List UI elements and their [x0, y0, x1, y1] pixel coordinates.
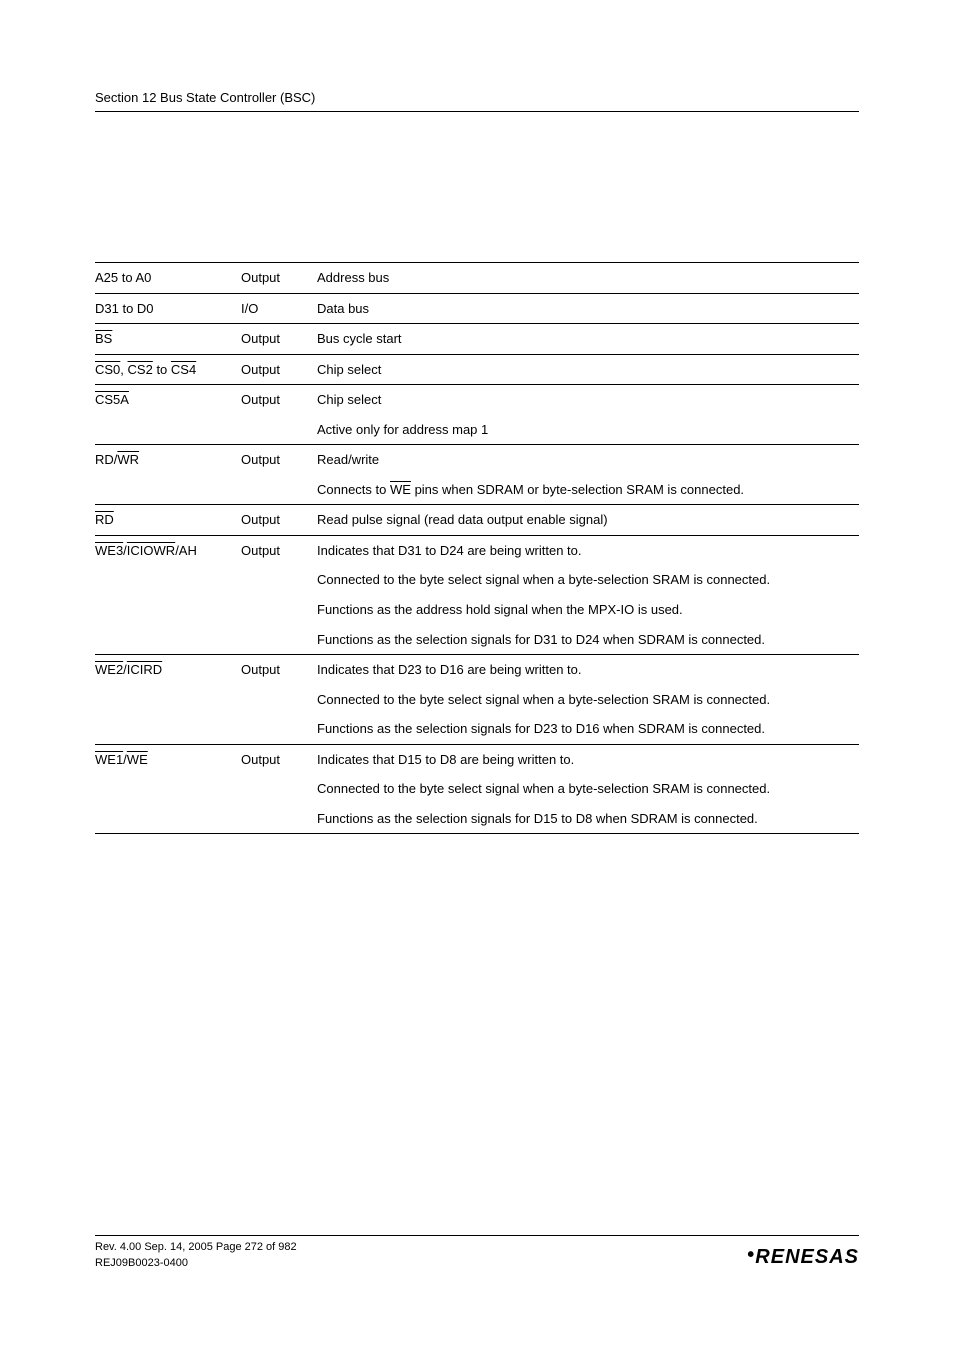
table-row: CS0, CS2 to CS4OutputChip select [95, 354, 859, 385]
renesas-logo: •RENESAS [747, 1240, 859, 1269]
cell-name: WE2/ICIRD [95, 655, 241, 685]
cell-name: RD [95, 505, 241, 536]
table-row: Connects to WE pins when SDRAM or byte-s… [95, 475, 859, 505]
cell-name [95, 804, 241, 834]
table-row: WE3/ICIOWR/AHOutputIndicates that D31 to… [95, 535, 859, 565]
cell-name: RD/WR [95, 445, 241, 475]
table-row: Functions as the address hold signal whe… [95, 595, 859, 625]
table-row: WE2/ICIRDOutputIndicates that D23 to D16… [95, 655, 859, 685]
cell-name: A25 to A0 [95, 263, 241, 294]
cell-desc: Data bus [317, 293, 859, 324]
cell-desc: Read/write [317, 445, 859, 475]
cell-desc: Address bus [317, 263, 859, 294]
cell-desc: Functions as the selection signals for D… [317, 804, 859, 834]
table-row: Connected to the byte select signal when… [95, 774, 859, 804]
table-row: Functions as the selection signals for D… [95, 625, 859, 655]
cell-desc: Read pulse signal (read data output enab… [317, 505, 859, 536]
cell-name: CS5A [95, 385, 241, 415]
cell-desc: Active only for address map 1 [317, 415, 859, 445]
cell-name [95, 595, 241, 625]
cell-io: Output [241, 324, 317, 355]
table-row: Connected to the byte select signal when… [95, 685, 859, 715]
cell-name: BS [95, 324, 241, 355]
cell-desc: Functions as the selection signals for D… [317, 625, 859, 655]
pin-table-body: A25 to A0OutputAddress busD31 to D0I/ODa… [95, 263, 859, 834]
cell-desc: Connected to the byte select signal when… [317, 774, 859, 804]
cell-name [95, 714, 241, 744]
cell-io [241, 774, 317, 804]
cell-desc: Connected to the byte select signal when… [317, 565, 859, 595]
cell-desc: Indicates that D15 to D8 are being writt… [317, 744, 859, 774]
cell-io: Output [241, 385, 317, 415]
pin-table: A25 to A0OutputAddress busD31 to D0I/ODa… [95, 262, 859, 834]
cell-io [241, 685, 317, 715]
section-header: Section 12 Bus State Controller (BSC) [95, 90, 859, 112]
table-row: Active only for address map 1 [95, 415, 859, 445]
table-row: Functions as the selection signals for D… [95, 714, 859, 744]
table-row: A25 to A0OutputAddress bus [95, 263, 859, 294]
cell-name [95, 685, 241, 715]
cell-io [241, 475, 317, 505]
cell-io [241, 714, 317, 744]
cell-io: I/O [241, 293, 317, 324]
cell-name: WE1/WE [95, 744, 241, 774]
footer-line: Rev. 4.00 Sep. 14, 2005 Page 272 of 982 … [95, 1235, 859, 1271]
table-row: BSOutputBus cycle start [95, 324, 859, 355]
cell-name [95, 625, 241, 655]
cell-io [241, 565, 317, 595]
footer-docno: REJ09B0023-0400 [95, 1256, 297, 1271]
cell-io [241, 595, 317, 625]
cell-desc: Functions as the selection signals for D… [317, 714, 859, 744]
table-row: Functions as the selection signals for D… [95, 804, 859, 834]
cell-desc: Connected to the byte select signal when… [317, 685, 859, 715]
cell-io: Output [241, 535, 317, 565]
cell-desc: Indicates that D23 to D16 are being writ… [317, 655, 859, 685]
table-row: Connected to the byte select signal when… [95, 565, 859, 595]
cell-io: Output [241, 655, 317, 685]
cell-desc: Bus cycle start [317, 324, 859, 355]
cell-io [241, 625, 317, 655]
logo-dot-icon: • [747, 1244, 755, 1266]
table-row: D31 to D0I/OData bus [95, 293, 859, 324]
table-row: RD/WROutputRead/write [95, 445, 859, 475]
cell-name: D31 to D0 [95, 293, 241, 324]
cell-io [241, 415, 317, 445]
cell-name [95, 565, 241, 595]
cell-desc: Indicates that D31 to D24 are being writ… [317, 535, 859, 565]
table-row: RDOutputRead pulse signal (read data out… [95, 505, 859, 536]
page-footer: Rev. 4.00 Sep. 14, 2005 Page 272 of 982 … [95, 1235, 859, 1271]
cell-io: Output [241, 263, 317, 294]
footer-left: Rev. 4.00 Sep. 14, 2005 Page 272 of 982 … [95, 1240, 297, 1271]
cell-io [241, 804, 317, 834]
cell-name [95, 774, 241, 804]
cell-name [95, 475, 241, 505]
cell-io: Output [241, 744, 317, 774]
cell-desc: Connects to WE pins when SDRAM or byte-s… [317, 475, 859, 505]
cell-desc: Chip select [317, 385, 859, 415]
cell-name: WE3/ICIOWR/AH [95, 535, 241, 565]
logo-text: RENESAS [755, 1246, 859, 1268]
table-row: CS5AOutputChip select [95, 385, 859, 415]
cell-io: Output [241, 354, 317, 385]
table-row: WE1/WEOutputIndicates that D15 to D8 are… [95, 744, 859, 774]
cell-desc: Chip select [317, 354, 859, 385]
cell-io: Output [241, 445, 317, 475]
cell-name: CS0, CS2 to CS4 [95, 354, 241, 385]
cell-io: Output [241, 505, 317, 536]
cell-name [95, 415, 241, 445]
footer-rev: Rev. 4.00 Sep. 14, 2005 Page 272 of 982 [95, 1240, 297, 1255]
cell-desc: Functions as the address hold signal whe… [317, 595, 859, 625]
